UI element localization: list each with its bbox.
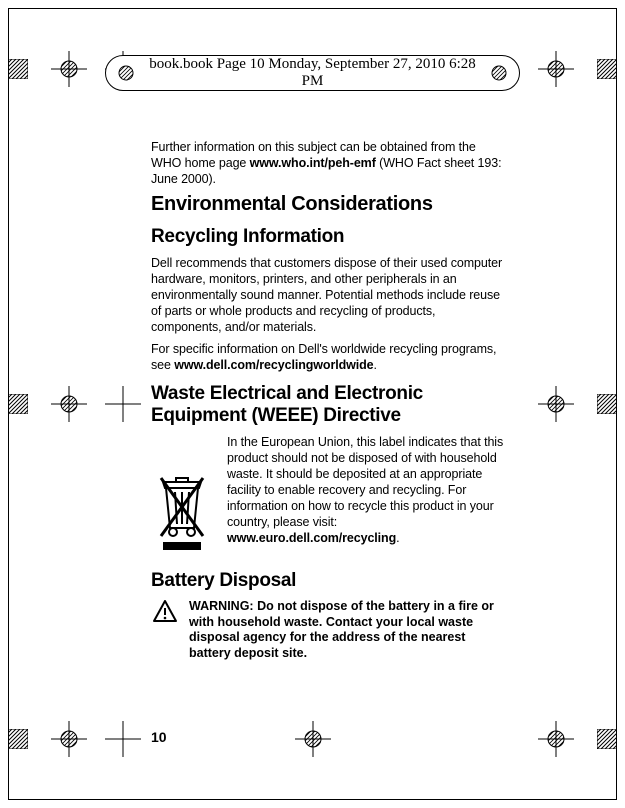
recycling-p1: Dell recommends that customers dispose o… [151,255,504,335]
crop-mark-ml2 [105,386,141,422]
content-area: Further information on this subject can … [151,139,504,662]
page-frame: book.book Page 10 Monday, September 27, … [8,8,617,800]
warning-text: WARNING: Do not dispose of the battery i… [189,599,504,662]
crop-mark-tr [538,51,574,87]
heading-weee: Waste Electrical and Electronic Equipmen… [151,383,504,426]
heading-battery: Battery Disposal [151,570,504,591]
intro-paragraph: Further information on this subject can … [151,139,504,187]
frame-cap-r-bot [597,729,617,749]
frame-cap-r-mid [597,394,617,414]
banner-text: book.book Page 10 Monday, September 27, … [140,56,485,90]
page-number: 10 [151,729,167,745]
frame-cap-l-top [8,59,28,79]
weee-text: In the European Union, this label indica… [227,434,504,546]
recycling-p2-link: www.dell.com/recyclingworldwide [174,358,373,372]
page-header-banner: book.book Page 10 Monday, September 27, … [105,55,520,91]
weee-row: In the European Union, this label indica… [151,434,504,552]
banner-reg-left [112,59,140,87]
crop-mark-bl2 [105,721,141,757]
intro-link: www.who.int/peh-emf [250,156,376,170]
crop-mark-ml [51,386,87,422]
crop-mark-mr [538,386,574,422]
recycling-p2: For specific information on Dell's world… [151,341,504,373]
frame-cap-l-bot [8,729,28,749]
crop-mark-br [538,721,574,757]
weee-link: www.euro.dell.com/recycling [227,531,396,545]
weee-text-c: . [396,531,399,545]
warning-row: WARNING: Do not dispose of the battery i… [151,599,504,662]
crop-mark-bc [295,721,331,757]
recycling-p2-c: . [374,358,377,372]
crop-mark-bl [51,721,87,757]
frame-cap-r-top [597,59,617,79]
warning-label: WARNING: [189,599,257,613]
warning-icon [151,599,179,662]
crop-mark-tl [51,51,87,87]
frame-cap-l-mid [8,394,28,414]
heading-env: Environmental Considerations [151,193,504,216]
heading-recycling: Recycling Information [151,226,504,247]
weee-bin-icon [151,434,213,552]
weee-text-a: In the European Union, this label indica… [227,435,503,529]
banner-reg-right [485,59,513,87]
